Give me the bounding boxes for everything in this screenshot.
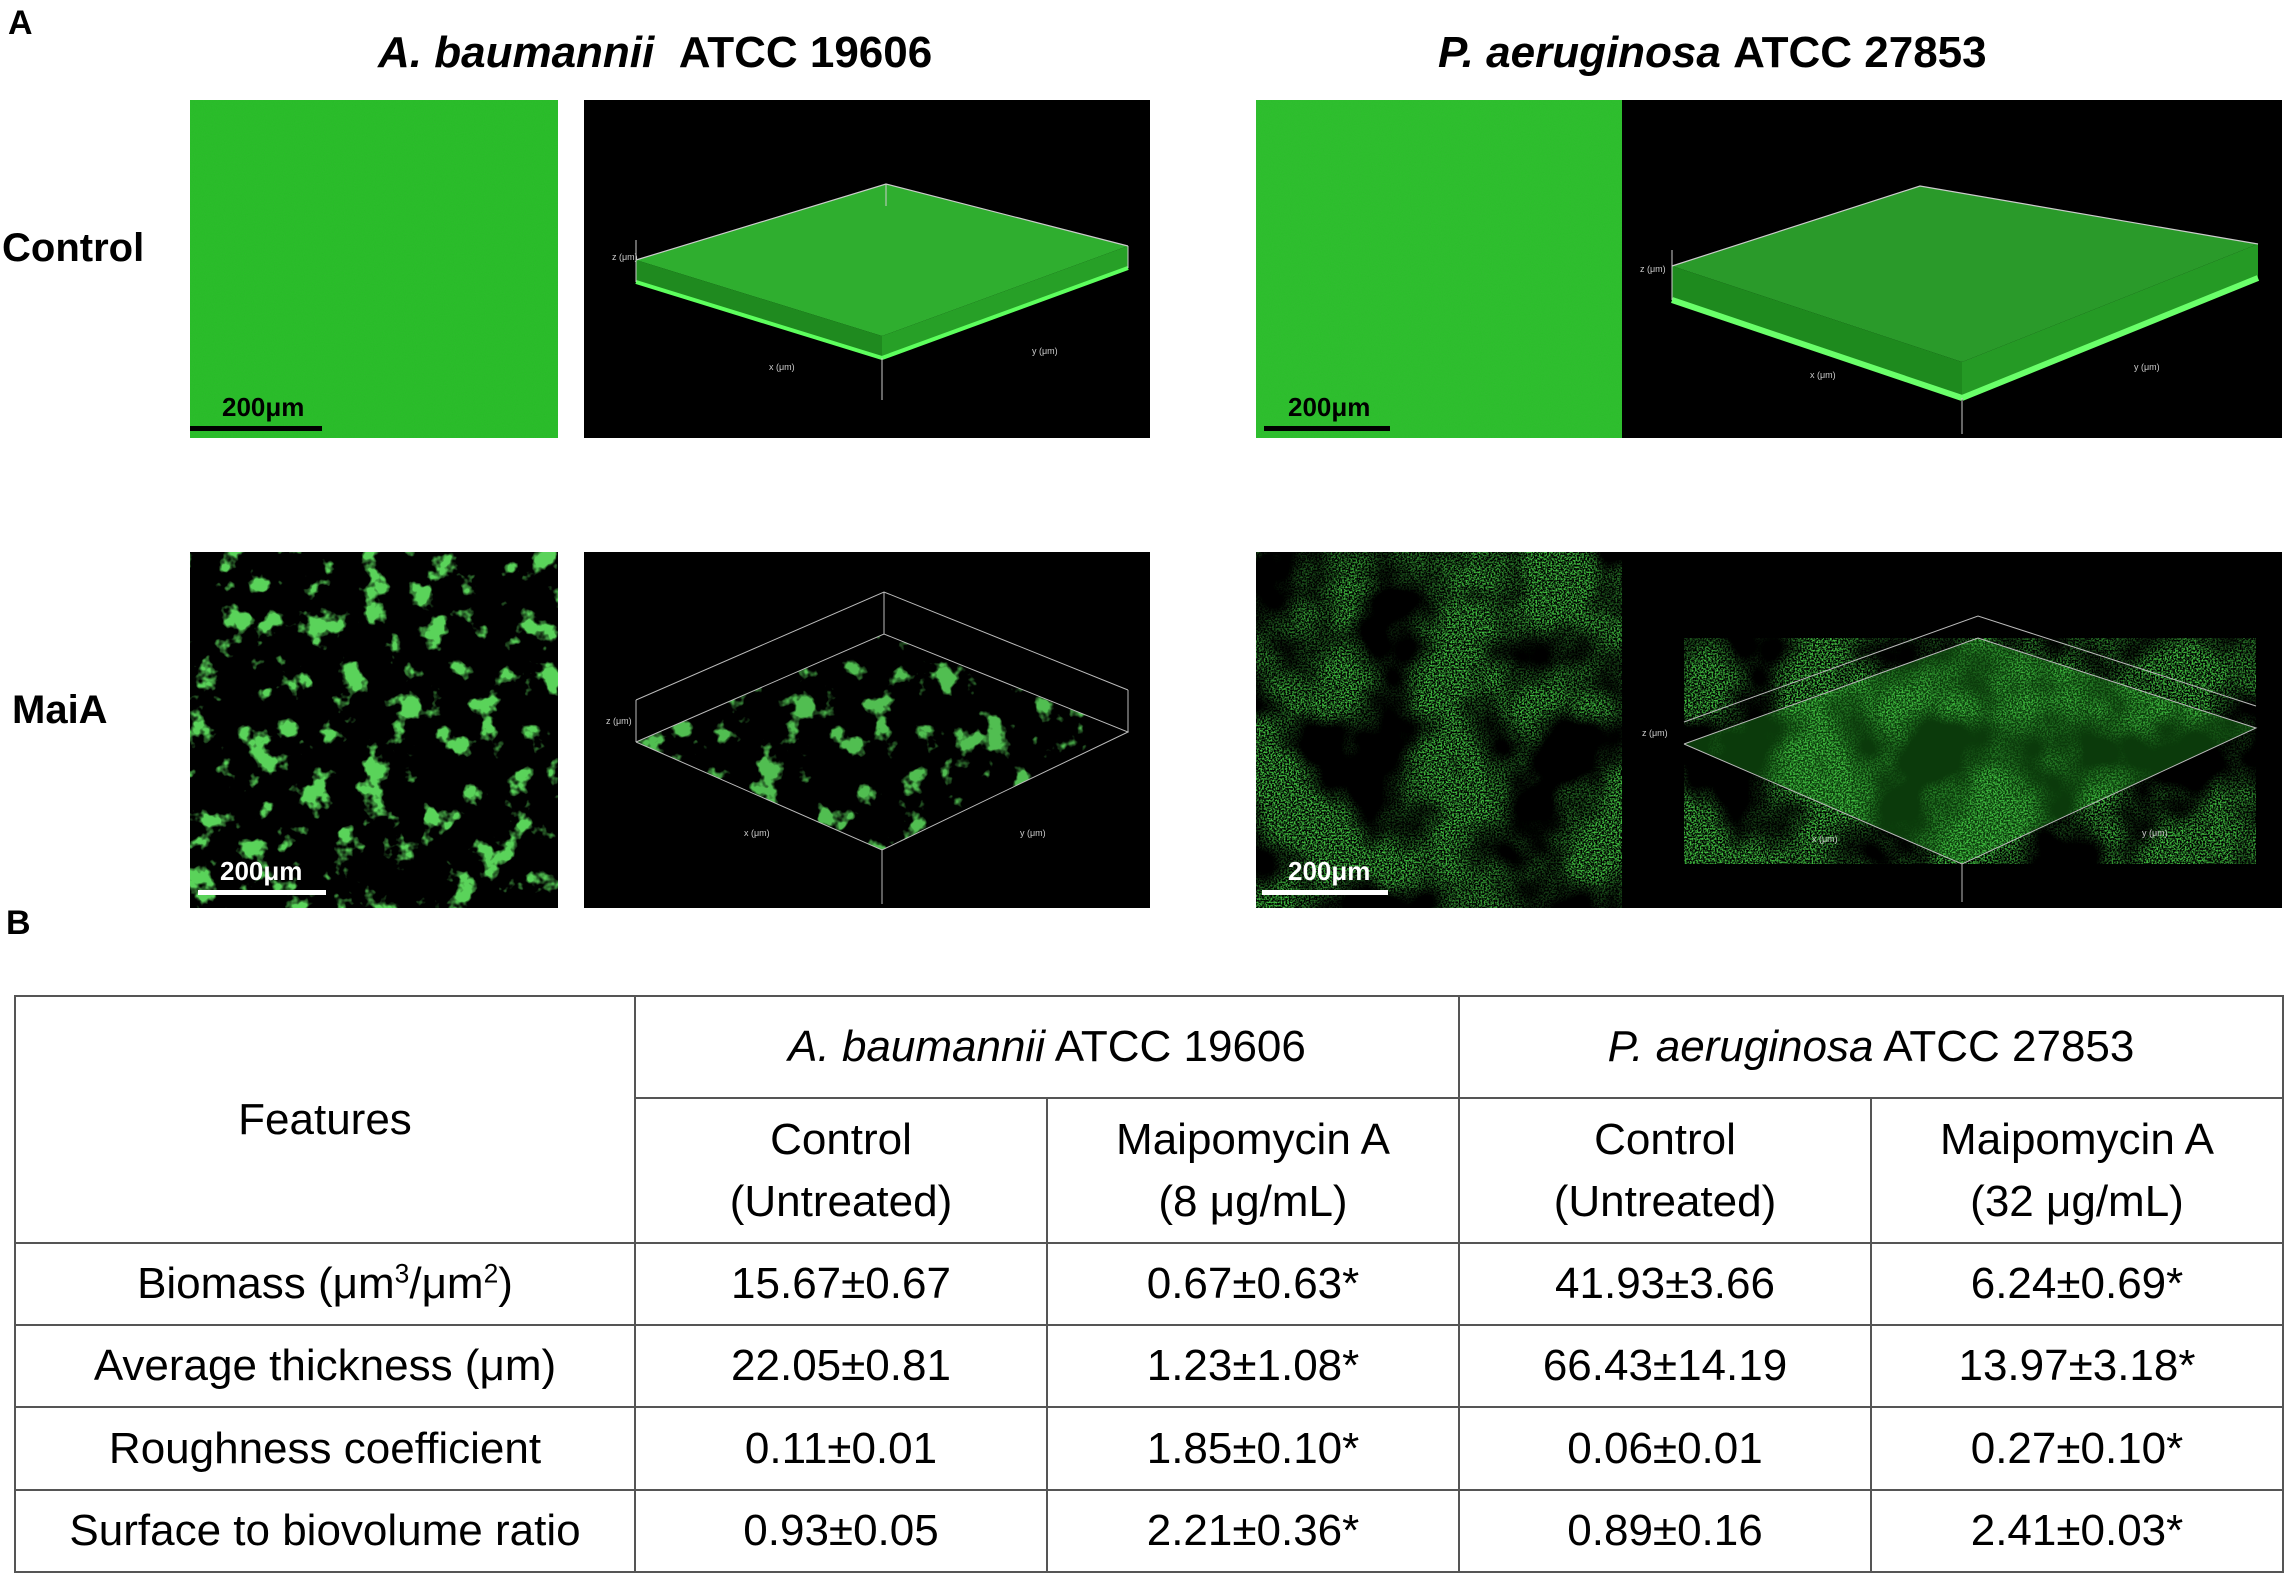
svg-text:y (μm): y (μm): [1032, 346, 1058, 356]
micrograph-2d-ab-control: [190, 100, 558, 438]
table-cell: 0.93±0.05: [634, 1488, 1048, 1574]
table-cell: 0.11±0.01: [634, 1406, 1048, 1491]
svg-text:z (μm): z (μm): [612, 252, 638, 262]
feature-label: Surface to biovolume ratio: [14, 1488, 636, 1574]
scale-bar: [198, 890, 326, 895]
table-cell: 1.85±0.10*: [1046, 1406, 1460, 1491]
table-cell: 41.93±3.66: [1458, 1241, 1872, 1327]
species-header-paeruginosa: P. aeruginosa ATCC 27853: [1458, 994, 2284, 1100]
features-table: Features A. baumannii ATCC 19606 P. aeru…: [14, 994, 2284, 1574]
table-row: Surface to biovolume ratio 0.93±0.05 2.2…: [14, 1488, 2284, 1574]
micrograph-2d-pa-control: [1256, 100, 1624, 438]
feature-label: Average thickness (μm): [14, 1324, 636, 1409]
species-header-abaumannii: A. baumannii ATCC 19606: [634, 994, 1460, 1100]
species-title-abaumannii: A. baumannii ATCC 19606: [378, 28, 932, 78]
svg-text:x (μm): x (μm): [1812, 834, 1838, 844]
species-italic: P. aeruginosa: [1607, 1022, 1874, 1072]
scale-label: 200μm: [222, 392, 305, 422]
scale-label: 200μm: [1288, 392, 1371, 422]
svg-text:x (μm): x (μm): [769, 362, 795, 372]
species-strain: ATCC 27853: [1883, 1022, 2135, 1072]
table-cell: 2.21±0.36*: [1046, 1488, 1460, 1574]
micrograph-2d-ab-maia: [190, 552, 558, 908]
features-header: Features: [14, 995, 636, 1244]
species-strain: ATCC 19606: [1054, 1022, 1306, 1072]
micrograph-3d-ab-control: z (μm) x (μm) y (μm): [584, 100, 1150, 438]
table-cell: 22.05±0.81: [634, 1324, 1048, 1409]
feature-label: Biomass (μm3/μm2): [14, 1241, 636, 1327]
micrograph-3d-pa-maia: z (μm) x (μm) y (μm): [1622, 552, 2282, 908]
condition-header: Control (Untreated): [1458, 1097, 1872, 1244]
species-strain: ATCC 19606: [678, 28, 933, 77]
table-cell: 13.97±3.18*: [1870, 1324, 2284, 1409]
micrograph-3d-pa-control: z (μm) x (μm) y (μm): [1622, 100, 2282, 438]
species-italic: A. baumannii: [378, 28, 655, 77]
table-cell: 6.24±0.69*: [1870, 1241, 2284, 1327]
scale-bar: [190, 426, 322, 431]
svg-text:y (μm): y (μm): [2134, 362, 2160, 372]
table-cell: 0.89±0.16: [1458, 1488, 1872, 1574]
scale-label: 200μm: [1288, 856, 1371, 886]
svg-text:x (μm): x (μm): [1810, 370, 1836, 380]
row-label-control: Control: [2, 226, 145, 270]
table-row: Biomass (μm3/μm2) 15.67±0.67 0.67±0.63* …: [14, 1241, 2284, 1327]
table-cell: 66.43±14.19: [1458, 1324, 1872, 1409]
species-italic: A. baumannii: [788, 1022, 1045, 1072]
condition-header: Maipomycin A (8 μg/mL): [1046, 1097, 1460, 1244]
scale-bar: [1262, 890, 1388, 895]
table-cell: 0.06±0.01: [1458, 1406, 1872, 1491]
svg-text:z (μm): z (μm): [1642, 728, 1668, 738]
table-row: Roughness coefficient 0.11±0.01 1.85±0.1…: [14, 1406, 2284, 1491]
table-cell: 0.67±0.63*: [1046, 1241, 1460, 1327]
svg-text:z (μm): z (μm): [1640, 264, 1666, 274]
species-title-paeruginosa: P. aeruginosa ATCC 27853: [1438, 28, 1987, 78]
table-cell: 1.23±1.08*: [1046, 1324, 1460, 1409]
micrograph-3d-ab-maia: z (μm) x (μm) y (μm): [584, 552, 1150, 908]
svg-text:y (μm): y (μm): [2142, 828, 2168, 838]
svg-text:y (μm): y (μm): [1020, 828, 1046, 838]
panel-a-letter: A: [8, 4, 33, 42]
scale-label: 200μm: [220, 856, 303, 886]
table-row: Average thickness (μm) 22.05±0.81 1.23±1…: [14, 1324, 2284, 1409]
table-cell: 15.67±0.67: [634, 1241, 1048, 1327]
scale-bar: [1264, 426, 1390, 431]
feature-label: Roughness coefficient: [14, 1406, 636, 1491]
table-cell: 0.27±0.10*: [1870, 1406, 2284, 1491]
micrograph-2d-pa-maia: [1256, 552, 1624, 908]
species-strain: ATCC 27853: [1733, 28, 1987, 77]
condition-header: Control (Untreated): [634, 1097, 1048, 1244]
svg-text:x (μm): x (μm): [744, 828, 770, 838]
species-italic: P. aeruginosa: [1438, 28, 1721, 77]
panel-b-letter: B: [6, 904, 31, 942]
svg-text:z (μm): z (μm): [606, 716, 632, 726]
condition-header: Maipomycin A (32 μg/mL): [1870, 1097, 2284, 1244]
row-label-maia: MaiA: [12, 688, 108, 732]
table-cell: 2.41±0.03*: [1870, 1488, 2284, 1574]
